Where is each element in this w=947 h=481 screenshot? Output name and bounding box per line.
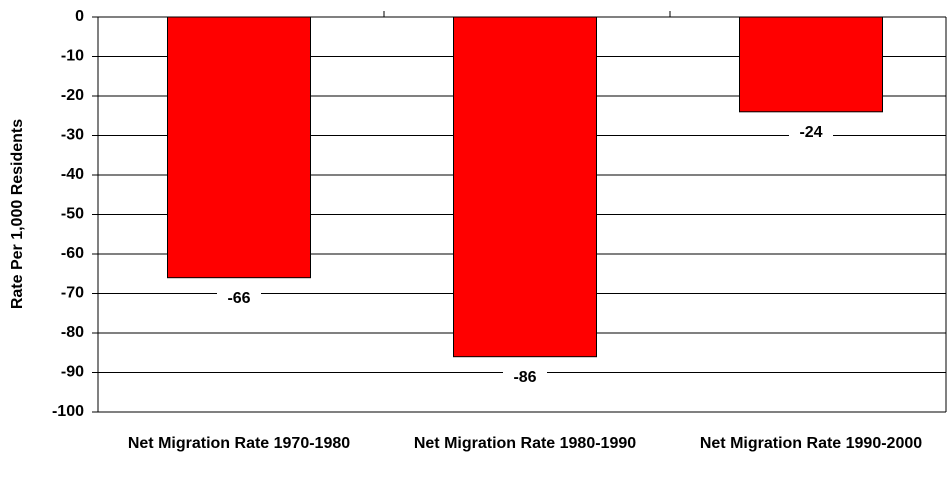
x-tick-label: Net Migration Rate 1980-1990 (413, 435, 637, 452)
y-tick-label: -90 (61, 364, 84, 381)
y-axis-title: Rate Per 1,000 Residents (9, 119, 26, 309)
bar (453, 16, 597, 358)
y-tick-label: -30 (61, 127, 84, 144)
x-tick-label: Net Migration Rate 1990-2000 (699, 435, 923, 452)
value-label-bg (503, 367, 547, 388)
value-label: -24 (799, 124, 822, 141)
y-tick-label: -70 (61, 285, 84, 302)
value-label-bg (217, 288, 261, 309)
y-tick-label: -60 (61, 245, 84, 262)
bar (739, 16, 883, 113)
y-tick-label: -20 (61, 87, 84, 104)
value-label: -86 (513, 369, 536, 386)
value-label: -66 (227, 290, 250, 307)
y-tick-label: -10 (61, 48, 84, 65)
value-label-bg (789, 122, 833, 143)
y-tick-label: -80 (61, 324, 84, 341)
y-tick-label: -40 (61, 166, 84, 183)
y-tick-label: 0 (75, 8, 84, 25)
y-tick-label: -50 (61, 206, 84, 223)
y-tick-label: -100 (52, 403, 84, 420)
x-tick-label: Net Migration Rate 1970-1980 (127, 435, 351, 452)
bar (167, 16, 311, 279)
